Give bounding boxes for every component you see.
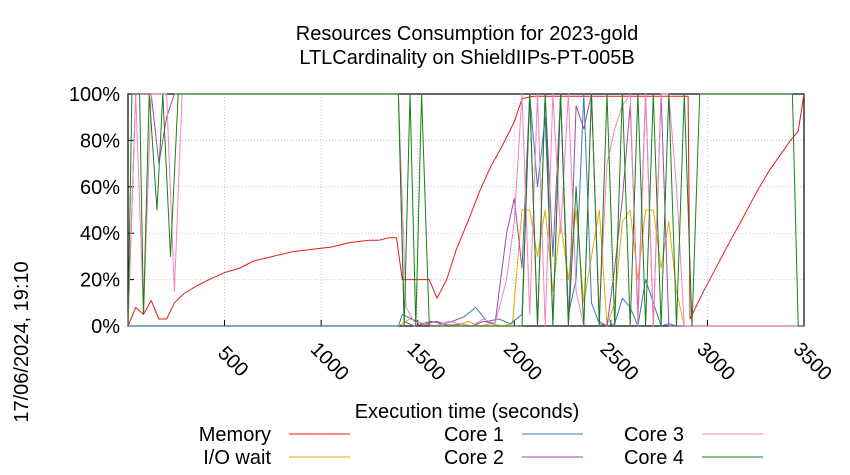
data-series <box>127 93 805 327</box>
x-tick-label: 3500 <box>789 338 836 385</box>
side-timestamp: 17/06/2024, 19:10 <box>11 261 33 422</box>
legend-label: Memory <box>199 424 271 446</box>
grid <box>128 94 804 326</box>
legend-label: I/O wait <box>203 447 271 469</box>
x-tick-label: 1000 <box>306 338 353 385</box>
chart-title-line-1: Resources Consumption for 2023-gold <box>296 23 638 45</box>
y-tick-label: 100% <box>69 84 120 106</box>
legend-label: Core 1 <box>444 424 504 446</box>
series-line-core-2 <box>127 93 804 327</box>
x-tick-label: 500 <box>213 342 252 381</box>
series-line-core-4 <box>127 93 804 327</box>
x-tick-label: 2500 <box>596 338 643 385</box>
x-tick-label: 1500 <box>402 338 449 385</box>
series-line-memory <box>127 93 805 327</box>
y-tick-label: 0% <box>91 316 120 338</box>
legend-label: Core 4 <box>624 447 684 469</box>
x-tick-label: 2000 <box>499 338 546 385</box>
x-tick-label: 3000 <box>692 338 739 385</box>
series-line-core-3 <box>127 93 804 327</box>
chart-title-line-2: LTLCardinality on ShieldIIPs-PT-005B <box>299 47 634 69</box>
y-tick-label: 40% <box>80 223 120 245</box>
legend-label: Core 2 <box>444 447 504 469</box>
series-line-core-1 <box>128 93 804 327</box>
plot-frame <box>127 93 805 327</box>
y-tick-label: 20% <box>80 270 120 292</box>
y-tick-label: 60% <box>80 177 120 199</box>
x-axis-label: Execution time (seconds) <box>355 401 580 423</box>
axes: 500 1000 1500 2000 2500 3000 3500 0% 20% 40% 60% 80… <box>69 84 836 385</box>
legend-label: Core 3 <box>624 424 684 446</box>
y-tick-label: 80% <box>80 130 120 152</box>
